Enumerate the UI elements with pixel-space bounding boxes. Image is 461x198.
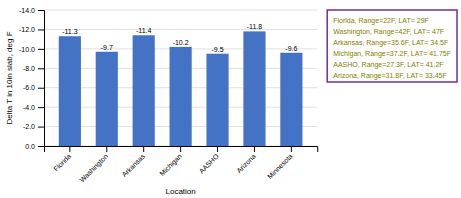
grid [44,10,317,146]
x-tick-label: Washington [78,152,110,184]
legend-entry: Arkansas, Range=35.6F, LAT= 34.5F [333,39,448,47]
x-tick-label: Florida [52,152,72,172]
y-tick-mark [38,10,44,11]
bar [59,36,81,146]
x-axis-title: Location [165,187,195,196]
y-tick: -4.0 [23,104,44,111]
x-tick: Michigan [158,146,184,178]
x-tick: Washington [78,146,110,184]
y-tick-mark [38,127,44,128]
y-tick-label: -4.0 [23,104,35,111]
y-axis: 0.0 -2.0 -4.0 -6.0 -8.0 -10.0 -12.0 -14.0 [19,7,44,150]
legend-entry: Florida, Range=22F, LAT= 29F [333,17,429,25]
y-tick-mark [38,49,44,50]
x-tick-label: Arizona [235,152,257,174]
y-tick-label: -6.0 [23,84,35,91]
legend-entry: Washington, Range=42F, LAT= 47F [333,28,444,36]
x-tick-mark [254,146,255,152]
legend-frame [327,10,457,82]
chart-svg: Florida, Range=22F, LAT= 29F Washington, … [0,0,461,198]
plot: -11.3 -9.7 -11.4 -10.2 -9.5 -11.8 -9.6 0.0 -2.0 -… [19,7,318,184]
x-tick-label: Minnesota [266,152,294,180]
bar [133,35,155,146]
data-label: -10.2 [173,39,189,46]
x-tick: Minnesota [266,146,294,180]
legend-entry: AASHO, Range=27.3F, LAT= 41.2F [333,61,443,69]
y-tick-mark [38,88,44,89]
legend: Florida, Range=22F, LAT= 29F Washington, … [327,10,457,82]
chart-container: Florida, Range=22F, LAT= 29F Washington, … [0,0,461,198]
x-axis: Florida Washington Arkansas Michigan AASHO Ar… [45,146,318,184]
y-tick: -8.0 [23,65,44,72]
y-tick-label: -2.0 [23,123,35,130]
x-tick: Arizona [235,146,257,174]
x-tick-mark [143,146,144,152]
grid-line [44,10,317,11]
y-tick-mark [38,68,44,69]
x-tick-label: Michigan [158,152,184,178]
legend-entry: Arizona, Range=31.8F, LAT= 33.45F [333,72,447,80]
y-tick-label: -12.0 [19,26,35,33]
x-tick-mark [180,146,181,152]
data-label: -9.5 [211,46,223,53]
y-tick-label: -14.0 [19,7,35,14]
x-tick-label: AASHO [198,152,221,175]
x-tick-label: Arkansas [121,152,147,178]
data-label: -11.4 [136,27,152,34]
y-tick: -12.0 [19,26,44,33]
x-tick-mark [217,146,218,152]
bar [96,52,118,146]
y-tick-mark [38,146,44,147]
x-tick: Florida [52,146,72,173]
x-tick-mark [106,146,107,152]
legend-entry: Michigan, Range=37.2F, LAT= 41.75F [333,50,451,58]
x-axis-line [45,147,318,153]
x-tick-mark [291,146,292,152]
y-tick-mark [38,29,44,30]
data-label: -9.6 [285,45,297,52]
y-tick-label: -8.0 [23,65,35,72]
y-tick: -2.0 [23,123,44,130]
y-tick: -10.0 [19,46,44,53]
bars [59,31,303,146]
x-tick: Arkansas [121,146,147,178]
data-label: -11.3 [62,28,78,35]
y-tick-label: -10.0 [19,46,35,53]
y-tick: 0.0 [25,143,44,150]
x-tick: AASHO [198,146,221,175]
bar [280,53,302,146]
data-labels: -11.3 -9.7 -11.4 -10.2 -9.5 -11.8 -9.6 [62,23,297,52]
y-tick: -14.0 [19,7,44,14]
bar [243,31,265,146]
bar [206,54,228,146]
y-tick-mark [38,107,44,108]
data-label: -9.7 [101,44,113,51]
y-tick: -6.0 [23,84,44,91]
y-tick-label: 0.0 [25,143,35,150]
y-axis-title: Delta T in 10in slab, deg F [5,31,14,124]
grid-line [44,29,317,30]
y-axis-line [38,11,45,147]
bar [170,47,192,146]
x-tick-mark [69,146,70,152]
data-label: -11.8 [247,23,263,30]
